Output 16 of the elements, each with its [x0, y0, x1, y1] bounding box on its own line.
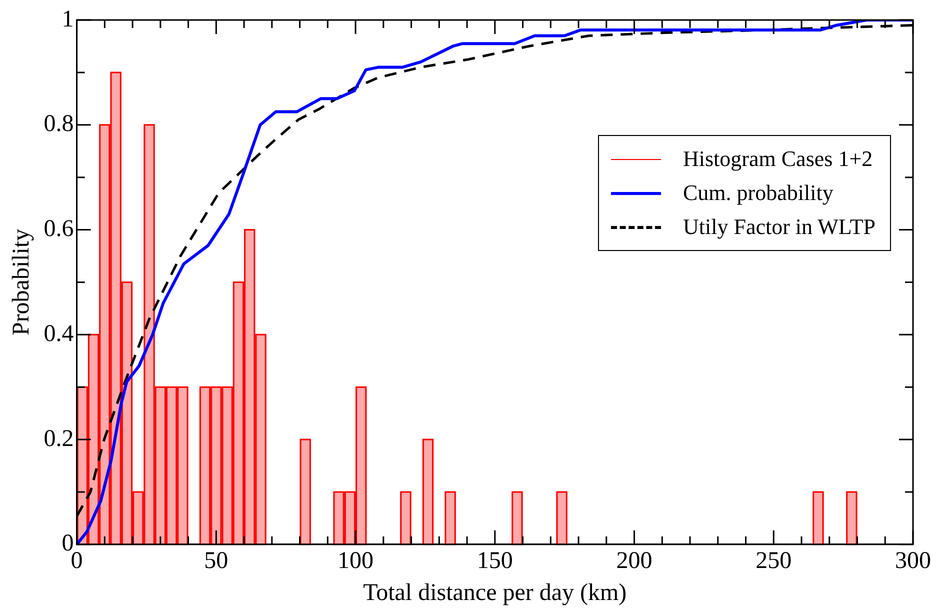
x-tick-label: 300 — [895, 548, 931, 574]
x-tick-label: 250 — [756, 548, 792, 574]
legend-label: Cum. probability — [683, 179, 834, 208]
x-tick-label: 50 — [204, 548, 228, 574]
y-tick-label: 0.8 — [44, 111, 74, 138]
legend-label: Utily Factor in WLTP — [683, 213, 876, 242]
x-tick-label: 100 — [338, 548, 374, 574]
y-tick-label: 0.2 — [44, 426, 74, 452]
x-axis-title: Total distance per day (km) — [363, 580, 627, 606]
y-tick-label: 1 — [62, 6, 74, 32]
x-tick-label: 200 — [616, 548, 652, 574]
y-tick-label: 0.4 — [44, 320, 74, 347]
x-tick-label: 150 — [476, 548, 513, 574]
legend-label: Histogram Cases 1+2 — [683, 145, 873, 174]
y-tick-label: 0.6 — [44, 216, 74, 242]
y-axis-title: Probability — [8, 228, 35, 336]
